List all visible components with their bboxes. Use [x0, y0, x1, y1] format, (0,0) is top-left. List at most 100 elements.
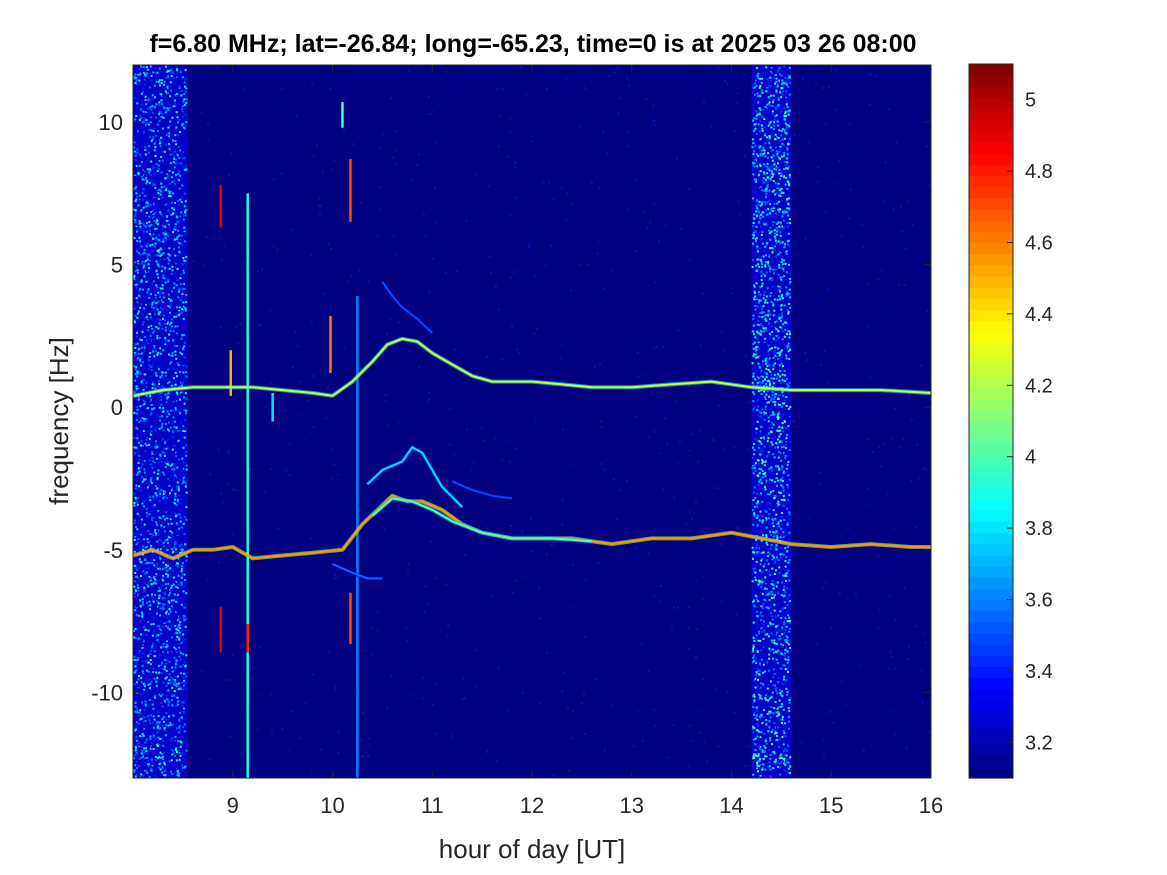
noise-speck — [141, 544, 144, 547]
texture-speck — [728, 329, 731, 332]
noise-speck — [178, 312, 181, 315]
noise-speck — [157, 377, 160, 380]
noise-speck — [140, 249, 143, 252]
noise-speck — [787, 486, 790, 489]
texture-speck — [636, 375, 639, 378]
noise-speck — [151, 153, 154, 156]
noise-speck — [142, 644, 145, 647]
noise-speck — [140, 633, 143, 636]
noise-speck — [164, 466, 167, 469]
noise-speck — [178, 650, 181, 653]
noise-speck — [182, 663, 185, 666]
noise-speck — [142, 479, 145, 482]
noise-speck — [185, 506, 188, 509]
noise-speck — [773, 456, 776, 459]
noise-speck — [183, 660, 186, 663]
noise-speck — [143, 523, 146, 526]
texture-speck — [625, 480, 628, 483]
texture-speck — [487, 295, 490, 298]
noise-speck — [770, 547, 773, 550]
texture-speck — [826, 665, 829, 668]
noise-speck — [153, 287, 156, 290]
noise-speck — [167, 689, 170, 692]
texture-speck — [379, 70, 382, 73]
noise-speck — [156, 497, 159, 500]
noise-speck — [185, 412, 188, 415]
noise-speck — [180, 741, 183, 744]
noise-speck — [145, 507, 148, 510]
noise-speck — [777, 228, 780, 231]
noise-speck — [752, 725, 755, 728]
noise-speck — [141, 647, 144, 650]
texture-speck — [661, 262, 664, 265]
texture-speck — [922, 631, 925, 634]
noise-speck — [165, 340, 168, 343]
noise-speck — [162, 116, 165, 119]
texture-speck — [200, 353, 203, 356]
noise-speck — [185, 397, 188, 400]
texture-speck — [515, 659, 518, 662]
texture-speck — [679, 440, 682, 443]
noise-speck — [147, 683, 150, 686]
texture-speck — [298, 634, 301, 637]
noise-speck — [164, 65, 167, 68]
noise-speck — [149, 477, 152, 480]
texture-speck — [282, 109, 285, 112]
noise-speck — [176, 109, 179, 112]
noise-speck — [137, 329, 140, 332]
texture-speck — [497, 308, 500, 311]
noise-speck — [759, 389, 762, 392]
texture-speck — [713, 82, 716, 85]
texture-speck — [750, 80, 753, 83]
noise-speck — [163, 665, 166, 668]
texture-speck — [598, 187, 601, 190]
noise-speck — [140, 752, 143, 755]
noise-speck — [784, 658, 787, 661]
noise-speck — [135, 185, 138, 188]
noise-speck — [756, 735, 759, 738]
noise-speck — [156, 231, 159, 234]
noise-speck — [780, 353, 783, 356]
noise-speck — [148, 171, 151, 174]
noise-speck — [185, 313, 188, 316]
texture-speck — [749, 383, 752, 386]
noise-speck — [142, 730, 145, 733]
noise-speck — [157, 113, 160, 116]
texture-speck — [382, 491, 385, 494]
texture-speck — [234, 605, 237, 608]
noise-speck — [150, 768, 153, 771]
noise-speck — [161, 576, 164, 579]
texture-speck — [395, 130, 398, 133]
noise-speck — [140, 476, 143, 479]
texture-speck — [401, 250, 404, 253]
texture-speck — [478, 143, 481, 146]
noise-speck — [148, 687, 151, 690]
noise-speck — [140, 66, 143, 69]
noise-speck — [758, 480, 761, 483]
noise-speck — [159, 663, 162, 666]
noise-speck — [178, 157, 181, 160]
noise-speck — [172, 179, 175, 182]
noise-speck — [138, 757, 141, 760]
noise-speck — [756, 685, 759, 688]
texture-speck — [835, 152, 838, 155]
texture-speck — [491, 595, 494, 598]
noise-speck — [168, 538, 171, 541]
noise-speck — [178, 622, 181, 625]
noise-speck — [163, 727, 166, 730]
texture-speck — [287, 750, 290, 753]
noise-speck — [772, 314, 775, 317]
noise-speck — [158, 587, 161, 590]
noise-speck — [178, 558, 181, 561]
noise-speck — [177, 430, 180, 433]
noise-speck — [184, 775, 187, 778]
noise-speck — [154, 270, 157, 273]
texture-speck — [447, 624, 450, 627]
noise-speck — [135, 575, 138, 578]
noise-speck — [180, 243, 183, 246]
noise-speck — [152, 667, 155, 670]
texture-speck — [308, 563, 311, 566]
noise-speck — [184, 216, 187, 219]
texture-speck — [389, 392, 392, 395]
noise-speck — [143, 260, 146, 263]
